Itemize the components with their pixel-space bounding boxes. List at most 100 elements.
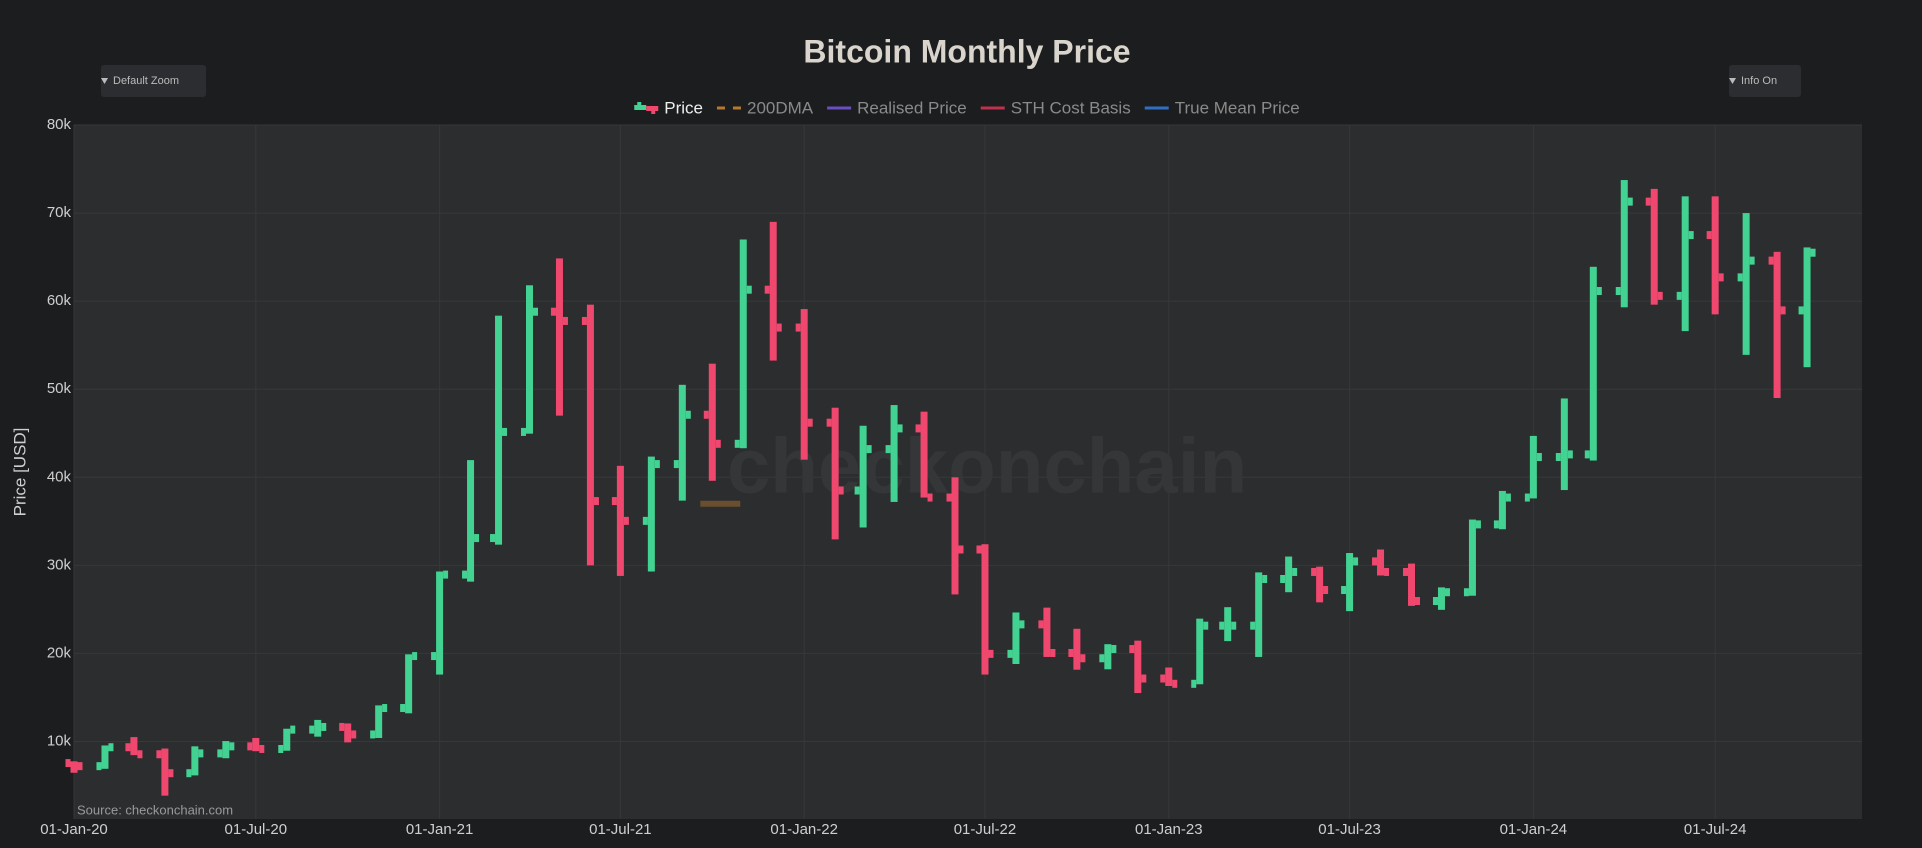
ohlc-range <box>555 258 563 416</box>
legend-label[interactable]: Price <box>664 98 703 117</box>
ohlc-open <box>1584 450 1590 459</box>
ohlc-close <box>443 570 449 579</box>
x-tick-label: 01-Jan-24 <box>1500 821 1568 838</box>
ohlc-range <box>375 705 383 738</box>
ohlc-open <box>1555 453 1561 462</box>
ohlc-open <box>186 769 192 778</box>
ohlc-open <box>703 410 709 419</box>
ohlc-open <box>1737 273 1743 282</box>
ohlc-open <box>1160 674 1166 683</box>
ohlc-close <box>1080 654 1086 663</box>
ohlc-open <box>309 725 315 734</box>
ohlc-open <box>1341 586 1347 595</box>
ohlc-open <box>1129 645 1135 654</box>
ohlc-open <box>885 445 891 454</box>
ohlc-open <box>550 307 556 316</box>
ohlc-range <box>616 465 624 576</box>
ohlc-open <box>642 516 648 525</box>
ohlc-close <box>1203 621 1209 630</box>
ohlc-close <box>1141 674 1147 683</box>
ohlc-open <box>217 749 223 758</box>
ohlc-close <box>532 307 538 316</box>
source-note: Source: checkonchain.com <box>77 802 233 817</box>
ohlc-open <box>1007 649 1013 658</box>
legend-label[interactable]: 200DMA <box>747 98 814 117</box>
ohlc-open <box>764 285 770 294</box>
ohlc-close <box>927 493 933 502</box>
ohlc-open <box>1403 567 1409 576</box>
legend-label[interactable]: Realised Price <box>857 98 967 117</box>
ohlc-range <box>436 571 444 675</box>
ohlc-open <box>1432 597 1438 606</box>
legend: Price 200DMA Realised Price STH Cost Basis T… <box>634 98 1300 117</box>
legend-icon <box>646 106 659 111</box>
ohlc-close <box>685 410 691 419</box>
ohlc-close <box>168 769 174 778</box>
ohlc-close <box>321 722 327 731</box>
ohlc-range <box>1165 667 1173 687</box>
ohlc-range <box>800 309 808 460</box>
ohlc-range <box>70 761 78 773</box>
ohlc-close <box>1810 248 1816 257</box>
info-button[interactable]: Info On <box>1729 65 1801 97</box>
ohlc-range <box>1650 188 1658 305</box>
ohlc-close <box>1262 575 1268 584</box>
ohlc-close <box>290 725 296 734</box>
ohlc-open <box>734 439 740 448</box>
legend-label[interactable]: STH Cost Basis <box>1011 98 1131 117</box>
ohlc-range <box>1529 435 1537 499</box>
ohlc-range <box>1468 519 1476 596</box>
ohlc-open <box>1191 679 1197 688</box>
ohlc-open <box>1706 231 1712 240</box>
ohlc-close <box>1415 597 1421 606</box>
ohlc-close <box>958 545 964 554</box>
ohlc-open <box>795 323 801 332</box>
ohlc-open <box>1615 287 1621 296</box>
y-tick-label: 70k <box>47 204 72 221</box>
ohlc-close <box>897 424 903 433</box>
ohlc-close <box>1019 620 1025 629</box>
ohlc-range <box>1012 612 1020 664</box>
ohlc-open <box>915 424 921 433</box>
x-tick-label: 01-Jul-21 <box>589 821 652 838</box>
ohlc-close <box>1172 679 1178 688</box>
ohlc-close <box>351 730 357 739</box>
ohlc-range <box>859 425 867 528</box>
ohlc-range <box>1196 618 1204 685</box>
ohlc-range <box>161 748 169 796</box>
ohlc-open <box>1768 256 1774 265</box>
ohlc-close <box>746 285 752 294</box>
ohlc-close <box>623 516 629 525</box>
x-tick-label: 01-Jan-21 <box>406 821 474 838</box>
x-tick-label: 01-Jul-22 <box>954 821 1017 838</box>
ohlc-close <box>1050 648 1056 657</box>
ohlc-open <box>1099 654 1105 663</box>
ohlc-range <box>1285 556 1293 593</box>
ohlc-open <box>431 652 437 661</box>
ohlc-range <box>708 363 716 481</box>
ohlc-range <box>1224 607 1232 642</box>
ohlc-open <box>462 570 468 579</box>
ohlc-open <box>156 750 162 759</box>
ohlc-open <box>581 316 587 325</box>
zoom-button[interactable]: Default Zoom <box>101 65 206 97</box>
ohlc-close <box>1596 287 1602 296</box>
ohlc-range <box>101 745 109 769</box>
legend-label[interactable]: True Mean Price <box>1175 98 1300 117</box>
x-tick-label: 01-Jul-23 <box>1318 821 1381 838</box>
info-button-label: Info On <box>1741 75 1778 87</box>
ohlc-range <box>1560 398 1568 491</box>
ohlc-close <box>1505 493 1511 502</box>
ohlc-open <box>1524 493 1530 502</box>
ohlc-close <box>1718 273 1724 282</box>
ohlc-range <box>1498 490 1506 530</box>
ohlc-open <box>65 759 71 768</box>
y-tick-label: 80k <box>47 116 72 133</box>
ohlc-close <box>988 649 994 658</box>
ohlc-range <box>1589 266 1597 461</box>
ohlc-open <box>1280 575 1286 584</box>
ohlc-range <box>130 737 138 756</box>
x-tick-label: 01-Jan-22 <box>770 821 838 838</box>
ohlc-close <box>807 418 813 427</box>
ohlc-range <box>222 741 230 759</box>
